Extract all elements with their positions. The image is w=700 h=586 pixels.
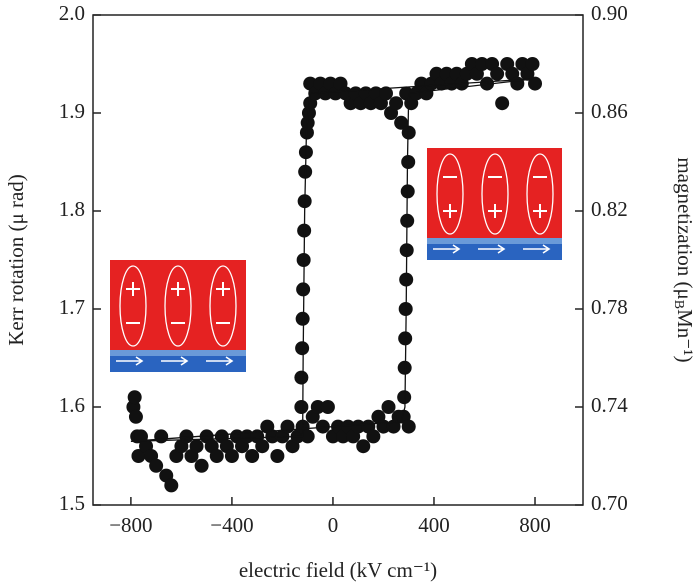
x-axis-label: electric field (kV cm⁻¹)	[239, 558, 437, 582]
y2-tick-label: 0.78	[591, 295, 628, 319]
data-point	[525, 57, 540, 71]
y-tick-label: 2.0	[59, 1, 85, 25]
inset-right	[427, 148, 562, 260]
y2-label-sub: B	[671, 300, 686, 309]
data-point	[194, 458, 209, 473]
data-point	[320, 400, 335, 414]
data-point	[270, 449, 285, 463]
data-point	[389, 96, 404, 111]
data-point	[300, 429, 315, 444]
data-point	[528, 76, 543, 91]
data-point	[394, 115, 409, 130]
y2-label-part: magnetization (μ	[673, 157, 697, 299]
y-tick-label: 1.7	[59, 295, 85, 319]
data-point	[209, 449, 224, 463]
y2-tick-label: 0.74	[591, 393, 628, 417]
data-point	[295, 341, 310, 356]
inset-left	[110, 260, 246, 372]
data-point	[381, 400, 396, 414]
data-point	[495, 96, 510, 111]
y2-tick-label: 0.70	[591, 491, 628, 515]
data-point	[315, 419, 330, 434]
y2-tick-label: 0.82	[591, 197, 628, 221]
data-point	[296, 282, 311, 297]
data-point	[510, 76, 525, 91]
series-layer	[126, 57, 543, 493]
data-point	[294, 370, 309, 385]
x-tick-label: −800	[109, 513, 152, 537]
data-point	[245, 449, 260, 463]
data-point	[397, 360, 412, 375]
x-tick-label: 0	[328, 513, 339, 537]
y-tick-label: 1.6	[59, 393, 85, 417]
y2-tick-label: 0.90	[591, 1, 628, 25]
data-point	[474, 57, 489, 71]
data-point	[310, 400, 325, 414]
data-point	[265, 429, 280, 444]
data-point	[224, 449, 239, 463]
data-point	[294, 400, 309, 414]
y2-tick-label: 0.86	[591, 99, 628, 123]
data-point	[128, 409, 143, 424]
data-point	[351, 419, 366, 434]
x-tick-label: 400	[418, 513, 450, 537]
loop-line	[130, 78, 536, 442]
data-point	[401, 419, 416, 434]
data-point	[131, 449, 146, 463]
plot-frame	[92, 14, 584, 506]
data-point	[127, 390, 142, 405]
data-point	[401, 125, 416, 140]
data-point	[480, 76, 495, 91]
data-point	[366, 429, 381, 444]
data-point	[295, 311, 310, 326]
data-point	[356, 439, 371, 454]
y2-axis-label: magnetization (μBMn⁻¹)	[671, 157, 697, 362]
data-point	[490, 66, 505, 81]
x-tick-label: −400	[210, 513, 253, 537]
y-tick-label: 1.8	[59, 197, 85, 221]
data-point	[149, 458, 164, 473]
data-point	[280, 419, 295, 434]
data-point	[189, 439, 204, 454]
data-point	[164, 478, 179, 493]
data-point	[378, 86, 393, 101]
y-tick-label: 1.9	[59, 99, 85, 123]
y-axis-label: Kerr rotation (μ rad)	[4, 174, 28, 346]
data-point	[397, 390, 412, 405]
x-tick-label: 800	[519, 513, 551, 537]
data-point	[401, 155, 416, 169]
data-point	[255, 439, 270, 454]
y-tick-label: 1.5	[59, 491, 85, 515]
y2-label-part: Mn⁻¹)	[673, 309, 697, 363]
data-point	[154, 429, 169, 444]
